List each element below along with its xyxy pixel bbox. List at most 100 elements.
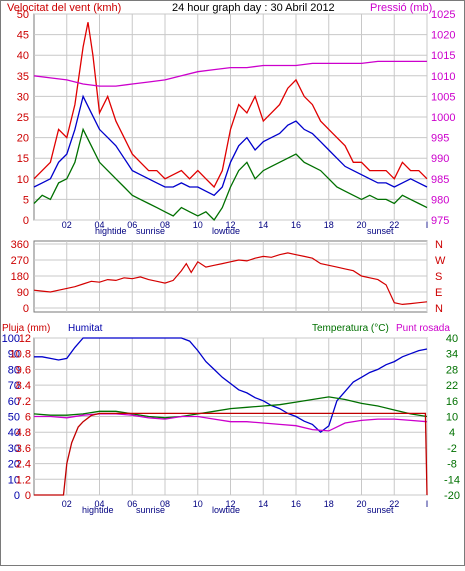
panel3-temperature-tick-label: 10	[446, 412, 458, 424]
panel2-left-tick-label: 270	[11, 255, 29, 267]
panel3-temperature-tick-label: -2	[447, 443, 457, 455]
panel1-left-tick-label: 25	[17, 112, 29, 124]
panel1-left-tick-label: 5	[23, 194, 29, 206]
compass-letter-e: E	[435, 287, 442, 299]
panel3-humidity-tick-label: 70	[8, 380, 20, 392]
panel3-rain-tick-label: 7.2	[16, 396, 31, 408]
panel3-humidity-tick-label: 60	[8, 396, 20, 408]
sunrise-label-top: sunrise	[136, 226, 165, 236]
panel3-humidity-tick-label: 90	[8, 349, 20, 361]
compass-letter-w: W	[435, 255, 446, 267]
panel3-humidity-tick-label: 0	[14, 490, 20, 502]
panel2-left-tick-label: 0	[23, 303, 29, 315]
panel3-x-tick-label: 20	[356, 499, 366, 509]
panel1-right-tick-label: 1000	[431, 112, 455, 124]
panel1-right-tick-label: 990	[431, 153, 449, 165]
panel1-left-tick-label: 50	[17, 9, 29, 21]
panel3-humidity-tick-label: 40	[8, 427, 20, 439]
panel3-temperature-tick-label: 40	[446, 333, 458, 345]
panel1-right-tick-label: 1015	[431, 50, 455, 62]
panel1-left-tick-label: 20	[17, 133, 29, 145]
panel3-rain-tick-label: 2.4	[16, 459, 31, 471]
panel3-x-tick-label: 06	[127, 499, 137, 509]
panel1-left-tick-label: 40	[17, 50, 29, 62]
panel3-humidity-tick-label: 80	[8, 364, 20, 376]
panel3-temperature-tick-label: 22	[446, 380, 458, 392]
series-average-line	[33, 94, 428, 197]
panel3-temperature-tick-label: -20	[444, 490, 460, 502]
pressure-axis-label: Pressió (mb)	[370, 2, 432, 14]
panel3-humidity-tick-label: 30	[8, 443, 20, 455]
panel3-x-tick-label: 10	[193, 499, 203, 509]
panel3-rain-tick-label: 1.2	[16, 474, 31, 486]
panel3-rain-tick-label: 12	[19, 333, 31, 345]
panel1-x-ticks: 02 04 06 08 10 12 14 16 18 20 22 I	[62, 220, 429, 230]
panel1-x-tick-label: 10	[193, 220, 203, 230]
series-rain-line	[34, 412, 428, 496]
panel1-series	[33, 22, 428, 222]
panel1-x-tick-label: 04	[94, 220, 104, 230]
panel2-left-tick-label: 90	[17, 287, 29, 299]
panel1-x-tick-label: 18	[324, 220, 334, 230]
panel3-temperature-tick-label: 16	[446, 396, 458, 408]
panel1-right-tick-label: 1010	[431, 71, 455, 83]
panel3-x-tick-label: 14	[258, 499, 268, 509]
panel3-x-tick-label: 16	[291, 499, 301, 509]
panel1-x-tick-label: 14	[258, 220, 268, 230]
hightide-label-bottom: hightide	[82, 505, 114, 515]
series-minimum-line	[33, 127, 428, 222]
panel1-grid	[34, 13, 428, 221]
panel1-right-ticks: 975 980 985 990 995 1000 1005 1010 1015 1020 1025	[431, 9, 455, 227]
temperature-axis-label: Temperatura (°C)	[312, 323, 389, 334]
sunrise-label-bottom: sunrise	[136, 505, 165, 515]
compass-letter-s: S	[435, 271, 442, 283]
panel1-right-tick-label: 995	[431, 133, 449, 145]
panel2-grid	[34, 241, 428, 312]
panel3-temperature-tick-label: 28	[446, 364, 458, 376]
panel3-rain-tick-label: 4.8	[16, 427, 31, 439]
panel3-humidity-tick-label: 100	[2, 333, 20, 345]
sunset-label-bottom: sunset	[367, 505, 394, 515]
panel3-x-tick-label: 08	[160, 499, 170, 509]
panel3-x-ticks: 02 04 06 08 10 12 14 16 18 20 22 I	[62, 499, 429, 509]
series-pressure-line	[33, 60, 427, 87]
panel3-rain-tick-label: 10.8	[10, 349, 31, 361]
humidity-axis-label: Humitat	[68, 323, 103, 334]
panel3-x-tick-label: 18	[324, 499, 334, 509]
panel3-temperature-tick-label: -8	[447, 459, 457, 471]
panel1-right-tick-label: 1020	[431, 30, 455, 42]
panel3-humidity-tick-label: 10	[8, 474, 20, 486]
panel2-series	[33, 252, 428, 306]
panel3-x-tick-label: 22	[389, 499, 399, 509]
panel1-x-tick-label: 06	[127, 220, 137, 230]
panel1-right-tick-label: 985	[431, 174, 449, 186]
rain-axis-label: Pluja (mm)	[2, 323, 50, 334]
panel2-left-tick-label: 180	[11, 271, 29, 283]
series-direction-line	[33, 252, 428, 306]
panel1-left-tick-label: 0	[23, 215, 29, 227]
panel3-grid	[34, 337, 428, 496]
humidity-temperature-panel: Pluja (mm) Humitat Temperatura (°C) Punt…	[2, 323, 460, 515]
panel1-left-tick-label: 10	[17, 174, 29, 186]
compass-letter-n: N	[435, 303, 443, 315]
panel1-left-tick-label: 45	[17, 30, 29, 42]
panel1-left-tick-label: 30	[17, 91, 29, 103]
chart-title: 24 hour graph day : 30 Abril 2012	[172, 2, 335, 14]
panel1-left-tick-label: 35	[17, 71, 29, 83]
panel1-x-tick-label: 08	[160, 220, 170, 230]
panel1-x-tick-label: 12	[225, 220, 235, 230]
series-humidity-line	[34, 337, 428, 434]
hightide-label-top: hightide	[95, 226, 127, 236]
panel1-x-tick-label: 20	[356, 220, 366, 230]
panel3-x-tick-label: I	[426, 499, 429, 509]
panel1-x-tick-label: I	[426, 220, 429, 230]
panel3-humidity-tick-label: 20	[8, 459, 20, 471]
panel3-x-tick-label: 12	[225, 499, 235, 509]
panel3-rain-tick-label: 3.6	[16, 443, 31, 455]
panel3-temperature-tick-label: -14	[444, 474, 460, 486]
lowtide-label-bottom: lowtide	[212, 505, 240, 515]
